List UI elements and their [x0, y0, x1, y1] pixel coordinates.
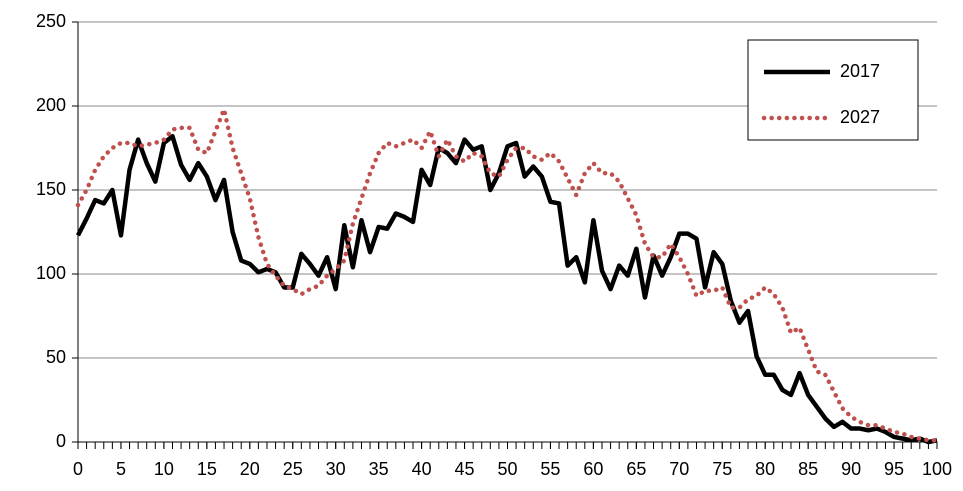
legend-box: [747, 39, 919, 141]
x-tick-label: 25: [283, 459, 303, 479]
x-tick-label: 65: [626, 459, 646, 479]
y-tick-label: 50: [46, 347, 66, 367]
x-tick-label: 30: [326, 459, 346, 479]
x-tick-label: 80: [755, 459, 775, 479]
x-tick-label: 40: [412, 459, 432, 479]
x-tick-label: 75: [712, 459, 732, 479]
x-tick-label: 10: [154, 459, 174, 479]
x-tick-label: 15: [197, 459, 217, 479]
y-tick-label: 100: [36, 263, 66, 283]
y-tick-label: 150: [36, 179, 66, 199]
y-tick-label: 200: [36, 95, 66, 115]
x-tick-label: 90: [841, 459, 861, 479]
series-line: [75, 101, 940, 443]
x-tick-label: 45: [455, 459, 475, 479]
x-tick-label: 70: [669, 459, 689, 479]
x-tick-label: 55: [540, 459, 560, 479]
x-tick-label: 20: [240, 459, 260, 479]
x-tick-label: 60: [583, 459, 603, 479]
legend-label: 2017: [840, 61, 880, 81]
x-tick-label: 35: [369, 459, 389, 479]
legend: 2017 2027: [747, 39, 919, 141]
series-line: [75, 133, 938, 445]
y-tick-label: 0: [56, 431, 66, 451]
x-tick-label: 100: [922, 459, 952, 479]
legend-label: 2027: [840, 107, 880, 127]
x-tick-label: 95: [884, 459, 904, 479]
x-tick-label: 50: [497, 459, 517, 479]
x-tick-label: 0: [73, 459, 83, 479]
x-tick-label: 5: [116, 459, 126, 479]
x-tick-label: 85: [798, 459, 818, 479]
y-tick-label: 250: [36, 11, 66, 31]
